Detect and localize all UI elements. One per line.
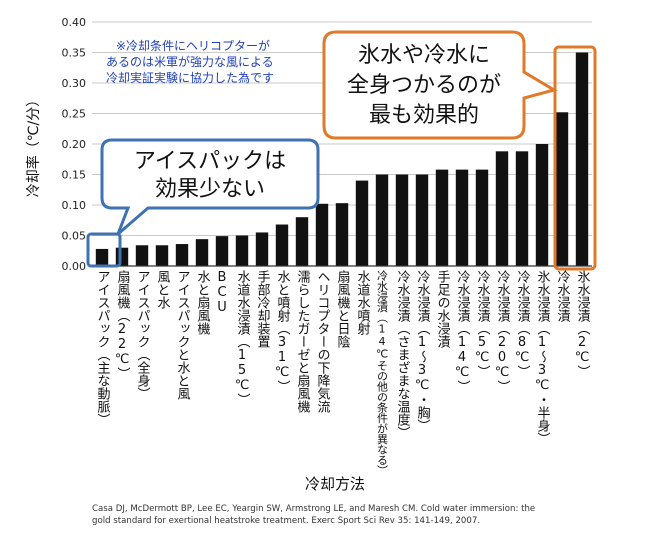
ice-pack-callout-bubble <box>100 138 320 236</box>
x-category-label: 濡らしたガーゼと扇風機 <box>295 270 311 413</box>
ice-pack-highlight-box <box>86 232 122 268</box>
y-tick-label: 0.30 <box>62 77 87 90</box>
bar <box>95 248 109 266</box>
y-tick-label: 0.20 <box>62 138 87 151</box>
bar <box>435 169 449 266</box>
x-category-labels: アイスパック（主な動脈） 扇風機（22℃） アイスパック（全身） 風と水 アイスパックと… <box>95 269 591 475</box>
bar <box>555 112 569 266</box>
x-category-label: 冷水浸漬（14℃その他の条件が異なる） <box>376 270 389 476</box>
x-category-label: 冷水浸漬（5℃） <box>475 270 491 378</box>
cold-water-callout-bubble <box>322 30 558 140</box>
y-tick-label: 0.15 <box>62 169 87 182</box>
x-category-label: 水と扇風機 <box>195 270 211 335</box>
x-category-label: ヘリコプターの下降気流 <box>315 270 331 413</box>
citation-line-1: Casa DJ, McDermott BP, Lee EC, Yeargin S… <box>92 504 535 514</box>
x-category-label: 扇風機と日陰 <box>335 269 351 348</box>
bar <box>495 151 509 266</box>
y-axis-label: 冷却率（℃/分） <box>25 93 42 197</box>
x-category-label: BCU <box>215 270 230 315</box>
bar <box>415 174 429 266</box>
ice-pack-callout-line-1: アイスパックは <box>134 149 286 174</box>
cold-water-callout: 氷水や冷水に 全身つかるのが 最も効果的 <box>322 30 597 271</box>
cold-water-highlight-box <box>553 45 597 271</box>
x-category-label: 冷水浸漬（8℃） <box>515 270 531 378</box>
y-tick-label: 0.40 <box>62 16 87 29</box>
y-tick-label: 0.10 <box>62 199 87 212</box>
bar <box>375 174 389 266</box>
x-category-label: 水道水噴射 <box>355 270 371 335</box>
x-category-label: 冷水浸漬（14℃） <box>455 270 471 393</box>
x-category-label: 手足の水浸漬 <box>435 270 451 348</box>
x-category-label: アイスパック（全身） <box>135 270 151 400</box>
citation-line-2: gold standard for exertional heatstroke … <box>92 516 480 526</box>
note-line-3: 冷却実証実験に協力した為です <box>106 70 274 85</box>
note-line-1: ※冷却条件にヘリコプターが <box>116 38 270 53</box>
y-tick-label: 0.05 <box>62 230 87 243</box>
bar <box>255 232 269 266</box>
ice-pack-callout-line-2: 効果少ない <box>155 177 265 202</box>
y-tick-label: 0.25 <box>62 108 87 121</box>
bar <box>195 239 209 266</box>
bar <box>315 203 329 266</box>
cold-water-callout-line-3: 最も効果的 <box>369 103 479 128</box>
bar <box>475 169 489 266</box>
bar <box>515 151 529 266</box>
x-category-label: 冷水浸漬 <box>555 270 571 322</box>
x-category-label: 冷水浸漬（さまざまな温度） <box>395 270 411 439</box>
cold-water-callout-line-2: 全身つかるのが <box>347 73 501 98</box>
x-category-label: 氷水浸漬（2℃） <box>575 270 591 378</box>
x-category-label: 冷水浸漬（1～3℃・胸） <box>415 270 431 432</box>
bar <box>295 217 309 266</box>
x-category-label: 扇風機（22℃） <box>115 269 131 380</box>
x-category-label: アイスパック（主な動脈） <box>95 270 111 426</box>
x-category-label: 冷水浸漬（20℃） <box>495 270 511 393</box>
x-category-label: 手部冷却装置 <box>255 270 271 348</box>
x-category-label: 水道水浸漬（15℃） <box>235 270 251 406</box>
bar <box>155 245 169 266</box>
bar <box>535 144 549 266</box>
y-ticks: 0.00 0.05 0.10 0.15 0.20 0.25 0.30 0.35 0.40 <box>62 16 87 273</box>
bars <box>95 52 589 266</box>
x-category-label: 氷水浸漬（1～3℃・半身） <box>535 270 551 445</box>
bar <box>575 52 589 266</box>
note-line-2: あるのは米軍が強力な風による <box>106 54 274 69</box>
ice-pack-callout: アイスパックは 効果少ない <box>86 138 320 268</box>
x-category-label: アイスパックと水と風 <box>175 270 191 401</box>
bar <box>115 247 129 266</box>
x-axis-label: 冷却方法 <box>305 475 365 493</box>
bar <box>335 203 349 266</box>
bar <box>355 180 369 266</box>
y-tick-label: 0.35 <box>62 47 87 60</box>
bar <box>395 174 409 266</box>
bar <box>135 245 149 266</box>
y-tick-label: 0.00 <box>62 260 87 273</box>
bar <box>455 169 469 266</box>
bar <box>175 244 189 266</box>
x-category-label: 風と水 <box>155 270 171 309</box>
cold-water-callout-line-1: 氷水や冷水に <box>358 43 490 68</box>
bar <box>215 236 229 266</box>
bar <box>235 235 249 266</box>
x-category-label: 水と噴射（31℃） <box>275 270 291 393</box>
bar <box>275 224 289 266</box>
helicopter-note: ※冷却条件にヘリコプターが あるのは米軍が強力な風による 冷却実証実験に協力した… <box>106 38 274 85</box>
